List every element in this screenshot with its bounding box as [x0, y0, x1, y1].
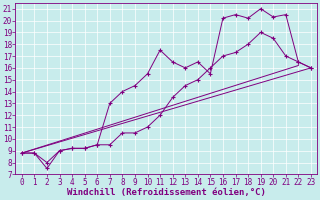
- X-axis label: Windchill (Refroidissement éolien,°C): Windchill (Refroidissement éolien,°C): [67, 188, 266, 197]
